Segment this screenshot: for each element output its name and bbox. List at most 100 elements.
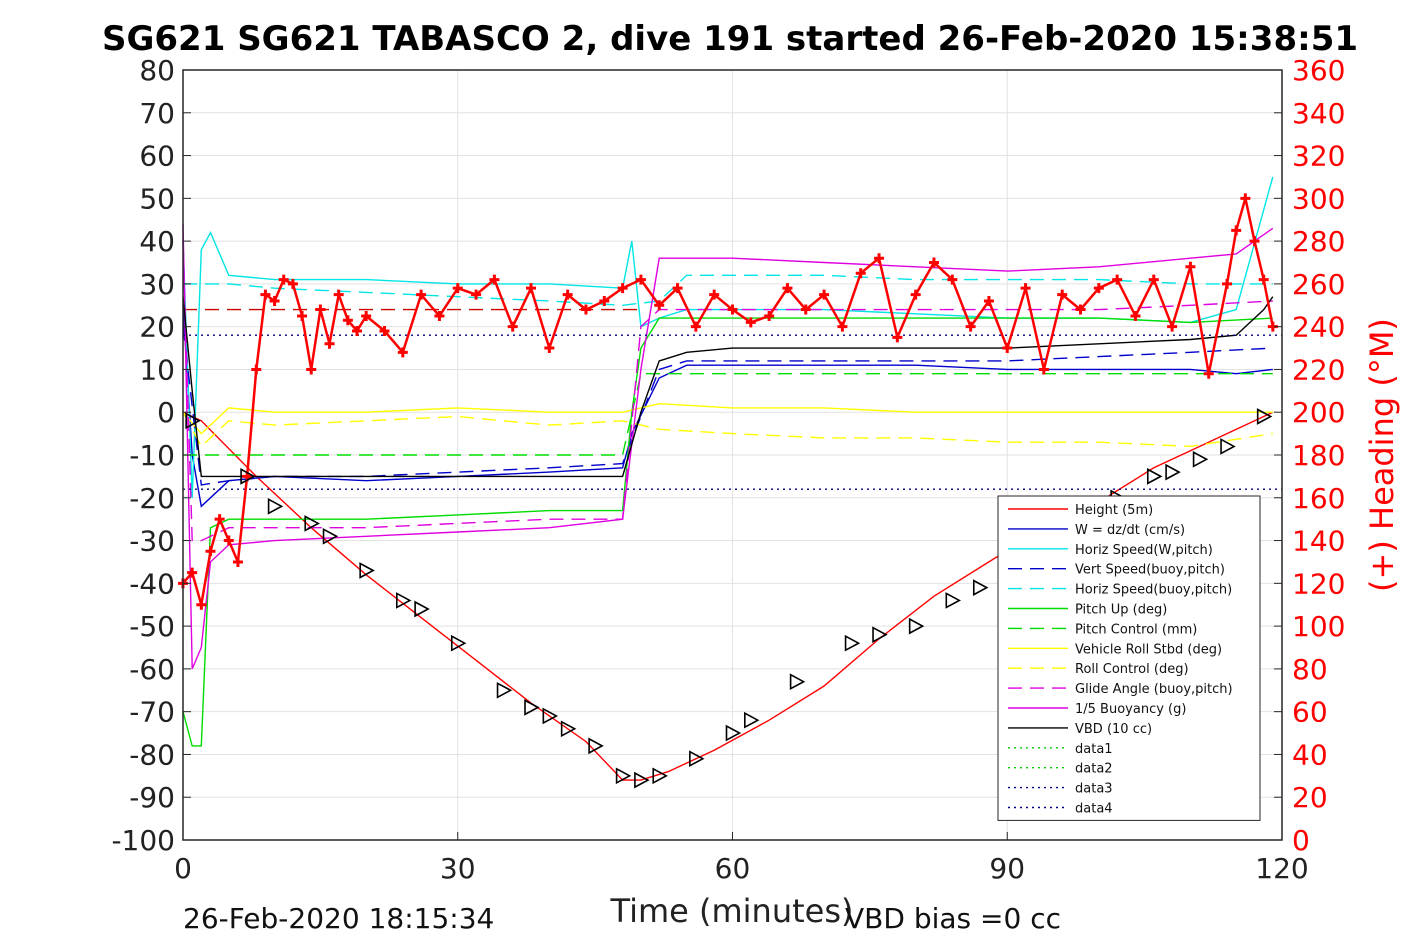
xtick-label: 30	[440, 852, 476, 885]
series-line-6	[183, 373, 1273, 456]
depth-marker	[872, 626, 888, 644]
heading-point	[507, 321, 518, 332]
heading-point	[1258, 274, 1269, 285]
ytick-label: -50	[129, 610, 175, 643]
heading-point	[745, 317, 756, 328]
heading-point	[260, 289, 271, 300]
heading-point	[928, 257, 939, 268]
heading-point	[1167, 321, 1178, 332]
depth-marker	[972, 579, 989, 596]
heading-point	[352, 325, 363, 336]
y2tick-label: 220	[1292, 353, 1345, 386]
heading-point	[782, 283, 793, 294]
depth-marker	[615, 767, 632, 785]
heading-point	[1002, 343, 1013, 354]
heading-point	[617, 283, 628, 294]
x-axis: 0 30 60 90 120	[174, 832, 1309, 885]
heading-point	[580, 304, 591, 315]
legend-label: VBD (10 cc)	[1075, 722, 1152, 737]
heading-point	[947, 274, 958, 285]
heading-point	[1112, 274, 1123, 285]
heading-point	[471, 289, 482, 300]
legend-label: W = dz/dt (cm/s)	[1075, 523, 1185, 538]
y2tick-label: 160	[1292, 482, 1345, 515]
legend-label: data1	[1075, 742, 1113, 757]
legend-label: Horiz Speed(W,pitch)	[1075, 543, 1213, 558]
depth-marker	[1165, 463, 1181, 481]
depth-marker	[395, 592, 412, 609]
depth-marker	[1256, 408, 1273, 425]
ytick-label: -70	[129, 696, 175, 729]
heading-point	[1185, 261, 1196, 272]
heading-point	[287, 278, 298, 289]
heading-point	[214, 514, 225, 525]
heading-point	[599, 296, 610, 306]
heading-point	[278, 274, 289, 285]
heading-point	[434, 310, 445, 321]
heading-layer	[178, 193, 1278, 610]
xtick-label: 60	[715, 852, 751, 885]
heading-point	[1249, 236, 1260, 247]
depth-marker	[450, 634, 467, 652]
ytick-label: 40	[139, 225, 175, 258]
xtick-label: 120	[1255, 852, 1308, 885]
y-axis-right: 3603403203002802602402202001801601401201…	[1274, 54, 1345, 857]
legend-label: Vert Speed(buoy,pitch)	[1075, 563, 1225, 578]
depth-marker	[359, 562, 375, 579]
heading-point	[196, 599, 207, 610]
ytick-label: 60	[139, 140, 175, 173]
depth-marker	[744, 711, 760, 729]
heading-point	[1240, 193, 1251, 204]
heading-point	[654, 300, 665, 311]
depth-marker	[689, 750, 705, 768]
heading-point	[1130, 310, 1141, 321]
y2tick-label: 200	[1292, 396, 1345, 429]
y2tick-label: 360	[1292, 54, 1345, 87]
heading-point	[690, 321, 701, 332]
depth-marker	[1220, 438, 1236, 455]
depth-marker	[1192, 450, 1209, 468]
heading-point	[562, 289, 573, 300]
heading-point	[965, 321, 976, 332]
legend-label: Pitch Up (deg)	[1075, 603, 1167, 618]
heading-point	[333, 289, 344, 300]
legend-label: data2	[1075, 762, 1113, 777]
heading-point	[1075, 304, 1086, 315]
series-layer	[182, 176, 1282, 781]
ytick-label: -20	[129, 482, 175, 515]
ytick-label: 10	[139, 353, 175, 386]
y-axis-left: 80 70 60 50 40 30 20 10 0 -10 -20 -30 -40 -50 -60 -70 -8…	[111, 54, 191, 857]
depth-marker	[652, 767, 668, 785]
depth-marker	[240, 468, 256, 485]
heading-point	[232, 556, 243, 567]
legend-label: Horiz Speed(buoy,pitch)	[1075, 583, 1232, 598]
footer-vbd-bias: VBD bias =0 cc	[845, 902, 1061, 935]
ytick-label: -10	[129, 439, 175, 472]
depth-marker	[560, 720, 577, 738]
depth-marker	[844, 634, 861, 652]
heading-point	[379, 325, 390, 336]
x-axis-label: Time (minutes)	[610, 892, 854, 930]
heading-point	[1020, 283, 1031, 294]
series-line-3	[182, 326, 1273, 486]
y2tick-label: 120	[1292, 567, 1345, 600]
heading-point	[544, 343, 555, 354]
legend-label: Roll Control (deg)	[1075, 662, 1189, 677]
heading-point	[361, 310, 372, 321]
heading-point	[819, 289, 830, 300]
ytick-label: 20	[139, 311, 175, 344]
heading-point	[1038, 364, 1049, 375]
heading-point	[910, 289, 921, 300]
heading-point	[800, 304, 811, 315]
y2tick-label: 340	[1292, 97, 1345, 130]
heading-point	[1057, 289, 1068, 300]
heading-point	[489, 274, 500, 285]
legend-label: data3	[1075, 782, 1113, 797]
y2tick-label: 320	[1292, 140, 1345, 173]
y2tick-label: 100	[1292, 610, 1345, 643]
depth-marker	[185, 412, 201, 430]
heading-point	[205, 546, 216, 557]
ytick-label: -100	[111, 824, 175, 857]
legend-label: Glide Angle (buoy,pitch)	[1075, 682, 1233, 697]
xtick-label: 0	[174, 852, 192, 885]
